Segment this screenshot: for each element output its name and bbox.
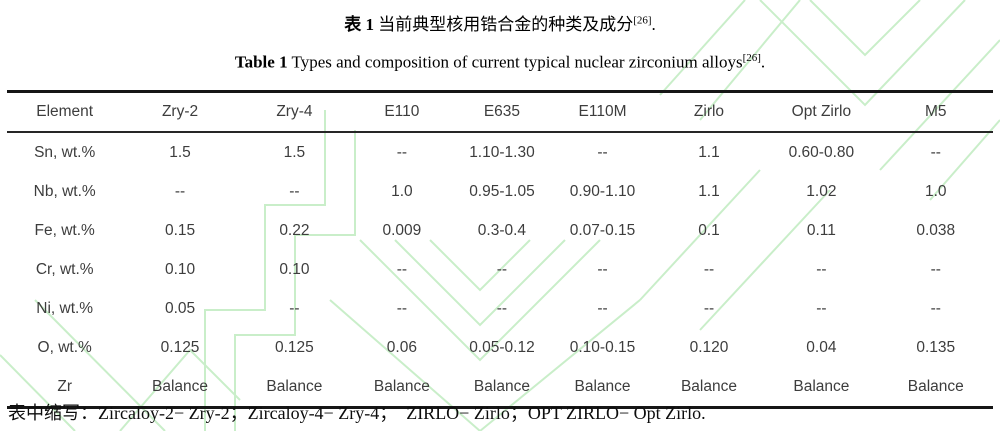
table-cell: Balance [680, 377, 737, 395]
table-cell: 1.02 [806, 182, 837, 200]
table-cell: -- [496, 299, 508, 317]
table-header-row: Element Zry-2 Zry-4 E110 E635 E110M Zirlo Opt Z… [7, 92, 993, 132]
caption-chinese-text: 当前典型核用锆合金的种类及成分 [373, 15, 634, 34]
table-cell: Balance [907, 377, 964, 395]
table-row: Sn, wt.% 1.5 1.5 -- 1.10-1.30 -- 1.1 0.60-0.80 -… [7, 132, 993, 172]
table-row: Nb, wt.% -- -- 1.0 0.95-1.05 0.90-1.10 1.1 1.02… [7, 172, 993, 211]
table-cell: 0.125 [160, 338, 200, 356]
table-header-cell: E110M [578, 103, 627, 120]
table-cell: Ni, wt.% [36, 299, 94, 317]
table-cell: 0.009 [382, 221, 422, 239]
table-cell: -- [703, 299, 715, 317]
table-cell: 0.05 [164, 299, 196, 317]
table-cell: 1.0 [925, 182, 947, 200]
table-cell: 0.10 [279, 260, 310, 278]
table-cell: 0.038 [916, 221, 956, 239]
table-cell: Fe, wt.% [34, 221, 95, 239]
caption-english-citation: [26] [742, 52, 761, 64]
table-cell: -- [174, 182, 186, 200]
caption-english-label: Table 1 [234, 52, 288, 72]
table-cell: -- [930, 260, 941, 278]
table-cell: -- [597, 299, 608, 317]
table-header-cell: Zry-2 [161, 103, 199, 120]
table-cell: 0.05-0.12 [469, 338, 535, 356]
table-cell: Nb, wt.% [33, 182, 96, 200]
table-header-cell: Zry-4 [276, 103, 313, 120]
alloy-composition-table: Element Zry-2 Zry-4 E110 E635 E110M Zirlo Opt Z… [7, 90, 993, 409]
table-head: Element Zry-2 Zry-4 E110 E635 E110M Zirlo Opt Z… [7, 92, 993, 132]
table-cell: O, wt.% [37, 338, 92, 356]
table-header-cell: Opt Zirlo [791, 103, 852, 120]
table-cell: -- [703, 260, 715, 278]
table-header-cell: E635 [483, 103, 521, 120]
table-cell: 1.0 [391, 182, 413, 200]
table-cell: 0.3-0.4 [477, 221, 527, 239]
table-cell: 0.07-0.15 [569, 221, 636, 239]
table-cell: 0.95-1.05 [469, 182, 535, 200]
table-cell: -- [289, 182, 300, 200]
table-cell: 1.1 [698, 143, 720, 161]
table-cell: -- [597, 260, 608, 278]
caption-english-period: . [760, 52, 766, 72]
table-cell: 1.5 [169, 143, 191, 161]
caption-chinese-period: . [651, 15, 656, 34]
table-cell: Sn, wt.% [34, 143, 96, 161]
table-cell: Cr, wt.% [35, 260, 94, 278]
table-body: Sn, wt.% 1.5 1.5 -- 1.10-1.30 -- 1.1 0.60-0.80 -… [7, 132, 993, 408]
caption-english-text: Types and composition of current typical… [287, 52, 743, 72]
table-footnote: 表中缩写：Zircaloy-2− Zry-2；Zircaloy-4− Zry-4… [8, 403, 706, 423]
caption-chinese-label: 表 1 [344, 15, 374, 34]
table-cell: 0.22 [279, 221, 310, 239]
table-cell: 0.06 [386, 338, 417, 356]
table-cell: -- [396, 299, 408, 317]
table-row: O, wt.% 0.125 0.125 0.06 0.05-0.12 0.10-0.15 0… [7, 328, 993, 367]
table-cell: 0.1 [698, 221, 720, 239]
caption-chinese-citation: [26] [633, 14, 652, 27]
table-cell: -- [930, 143, 941, 161]
table-cell: 0.04 [806, 338, 837, 356]
table-cell: -- [816, 260, 827, 278]
table-header-cell: Zirlo [693, 103, 725, 120]
table-cell: -- [816, 299, 827, 317]
table-row: Fe, wt.% 0.15 0.22 0.009 0.3-0.4 0.07-0.15 0.1… [7, 211, 993, 250]
table-cell: 0.10 [164, 260, 196, 278]
table-cell: Balance [793, 377, 850, 395]
table-cell: 0.60-0.80 [788, 143, 855, 161]
table-cell: 0.11 [806, 221, 836, 239]
caption-english: Table 1 Types and composition of current… [0, 52, 1000, 73]
table-cell: 0.90-1.10 [569, 182, 636, 200]
table-cell: 0.10-0.15 [569, 338, 636, 356]
table-header-cell: Element [36, 103, 94, 120]
table-row: Cr, wt.% 0.10 0.10 -- -- -- -- -- -- [7, 250, 993, 289]
table-cell: 0.15 [164, 221, 196, 239]
table-cell: 0.120 [689, 338, 729, 356]
table-header-cell: E110 [384, 103, 420, 120]
table-cell: 1.1 [698, 182, 720, 200]
table-cell: 0.135 [916, 338, 956, 356]
table-header-cell: M5 [925, 103, 947, 120]
table-cell: -- [396, 143, 408, 161]
table-row: Ni, wt.% 0.05 -- -- -- -- -- -- -- [7, 289, 993, 328]
table-cell: 0.125 [275, 338, 314, 356]
table-cell: -- [496, 260, 508, 278]
table-cell: -- [289, 299, 300, 317]
table-cell: -- [597, 143, 608, 161]
table-cell: 1.5 [283, 143, 306, 161]
caption-chinese: 表 1 当前典型核用锆合金的种类及成分[26]. [0, 10, 1000, 35]
table-cell: -- [930, 299, 941, 317]
table-cell: 1.10-1.30 [469, 143, 535, 161]
table-cell: -- [396, 260, 408, 278]
